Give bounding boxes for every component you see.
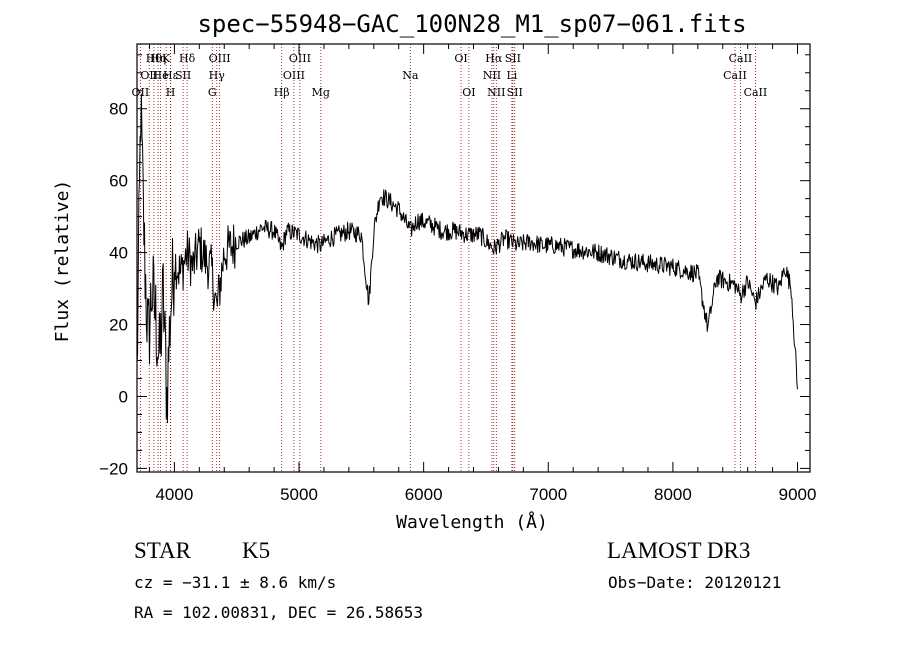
spectral-line-label: Hα	[485, 52, 503, 65]
y-tick-label: 40	[109, 244, 128, 263]
x-tick-label: 8000	[654, 485, 692, 504]
spectral-line-label: Li	[506, 69, 517, 82]
spectral-line-label: OIII	[283, 69, 305, 82]
spectral-line-label: NII	[483, 69, 501, 82]
y-tick-label: 20	[109, 316, 128, 335]
spectral-line-label: K	[162, 52, 171, 65]
spectral-line-label: SII	[505, 52, 521, 65]
spectral-line-label: He	[153, 69, 169, 82]
spectral-line-label: SII	[175, 69, 191, 82]
x-tick-label: 4000	[155, 485, 193, 504]
spectral-line-label: Hγ	[209, 69, 226, 82]
ra-dec: RA = 102.00831, DEC = 26.58653	[134, 603, 423, 622]
flux-series	[136, 93, 798, 424]
flux-line	[136, 93, 798, 424]
spectral-line-label: CaII	[729, 52, 753, 65]
spectral-line-label: SII	[507, 86, 523, 99]
spectral-line-label: OI	[454, 52, 467, 65]
x-axis-label: Wavelength (Å)	[396, 511, 548, 533]
spectral-line-label: H	[166, 86, 176, 99]
spectral-line-label: OIII	[289, 52, 311, 65]
axis-ticks: 4000 5000 6000 7000 8000 9000 −20 0 20 40 60 80	[99, 44, 816, 504]
object-class: STAR	[134, 538, 191, 563]
spectral-line-label: Hε	[163, 69, 179, 82]
spectral-line-label: Hη	[150, 52, 166, 65]
spectral-line-label: OI	[462, 86, 475, 99]
spectral-line-label: NII	[487, 86, 505, 99]
spectral-line-label: OII	[140, 69, 158, 82]
obs-date: Obs−Date: 20120121	[608, 573, 782, 592]
spectral-line-label: Mg	[312, 86, 330, 99]
spectral-line-label: G	[208, 86, 217, 99]
x-tick-label: 9000	[779, 485, 817, 504]
x-tick-label: 6000	[405, 485, 443, 504]
spectral-line-label: Na	[402, 69, 419, 82]
y-tick-label: −20	[99, 459, 128, 478]
x-tick-label: 7000	[529, 485, 567, 504]
spectral-line-label: CaII	[723, 69, 747, 82]
survey-name: LAMOST DR3	[607, 538, 751, 563]
y-axis-label: Flux (relative)	[52, 180, 73, 343]
x-tick-label: 5000	[280, 485, 318, 504]
chart-title: spec−55948−GAC_100N28_M1_sp07−061.fits	[197, 10, 746, 38]
spectral-line-label: Hθ	[146, 52, 163, 65]
y-tick-label: 0	[119, 387, 128, 406]
y-tick-label: 60	[109, 172, 128, 191]
redshift-text: cz = −31.1 ± 8.6 km/s	[134, 573, 337, 592]
spectral-line-label: Hδ	[179, 52, 196, 65]
spectral-line-label: OII	[132, 86, 150, 99]
plot-frame	[136, 43, 811, 473]
spectral-line-label: OIII	[209, 52, 231, 65]
object-subclass: K5	[242, 538, 271, 563]
spectral-line-label: CaII	[744, 86, 768, 99]
y-tick-label: 80	[109, 100, 128, 119]
spectral-line-label: Hβ	[274, 86, 290, 99]
